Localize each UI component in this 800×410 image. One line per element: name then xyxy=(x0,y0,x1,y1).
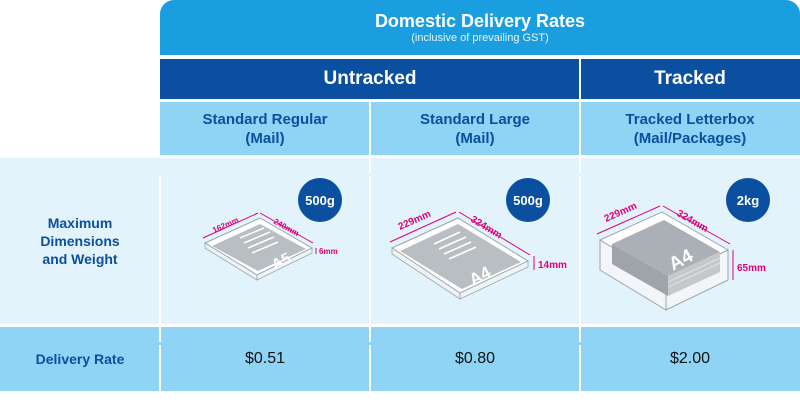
dimensions-cell-tracked-letterbox: A4 229mm 324mm 65mm 2kg xyxy=(580,158,800,324)
thickness-label: 65mm xyxy=(737,263,766,274)
service-name: Tracked Letterbox xyxy=(625,110,755,128)
rate-standard-regular: $0.51 xyxy=(160,327,370,391)
group-header-untracked: Untracked xyxy=(160,59,580,99)
envelope-package-icon: A4 229mm 324mm 65mm xyxy=(596,201,766,311)
dimensions-cell-standard-large: A4 229mm 324mm 14mm 500g xyxy=(370,158,580,324)
row-label-line: Maximum xyxy=(47,215,113,231)
table-title: Domestic Delivery Rates xyxy=(374,10,586,31)
rate-tracked-letterbox: $2.00 xyxy=(580,327,800,391)
column-divider xyxy=(579,59,581,173)
width-label: 229mm xyxy=(603,201,639,225)
service-name: Standard Regular xyxy=(202,110,328,128)
weight-badge-icon: 2kg xyxy=(726,178,770,222)
dimensions-cell-standard-regular: A5 162mm 240mm 6mm 500g xyxy=(160,158,370,324)
envelope-package-icon: A5 162mm 240mm 6mm xyxy=(202,212,338,281)
row-label-line: and Weight xyxy=(42,251,118,267)
service-header-tracked-letterbox: Tracked Letterbox (Mail/Packages) xyxy=(580,102,800,155)
column-divider xyxy=(159,176,161,342)
thickness-label: 6mm xyxy=(319,247,338,256)
weight-badge-icon: 500g xyxy=(506,178,550,222)
column-divider xyxy=(369,345,371,409)
column-divider xyxy=(159,345,161,409)
group-header-tracked: Tracked xyxy=(580,59,800,99)
service-type: (Mail/Packages) xyxy=(633,129,747,147)
column-divider xyxy=(369,176,371,342)
service-type: (Mail) xyxy=(245,129,285,147)
service-name: Standard Large xyxy=(419,110,531,128)
column-divider xyxy=(579,176,581,342)
envelope-package-icon: A4 229mm 324mm 14mm xyxy=(389,209,567,300)
row-label-line: Dimensions xyxy=(40,233,120,249)
dimension-arrow-icon xyxy=(202,212,259,239)
thickness-label: 14mm xyxy=(538,260,567,271)
service-header-standard-regular: Standard Regular (Mail) xyxy=(160,102,370,155)
rate-standard-large: $0.80 xyxy=(370,327,580,391)
width-label: 229mm xyxy=(397,209,433,233)
service-header-standard-large: Standard Large (Mail) xyxy=(370,102,580,155)
table-title-bar: Domestic Delivery Rates (inclusive of pr… xyxy=(160,0,800,55)
row-label-delivery-rate: Delivery Rate xyxy=(0,327,160,391)
table-subtitle: (inclusive of prevailing GST) xyxy=(411,31,549,44)
column-divider xyxy=(579,345,581,409)
row-label-dimensions: Maximum Dimensions and Weight xyxy=(0,158,160,324)
column-divider xyxy=(369,102,371,173)
weight-badge-icon: 500g xyxy=(298,178,342,222)
service-type: (Mail) xyxy=(455,129,495,147)
